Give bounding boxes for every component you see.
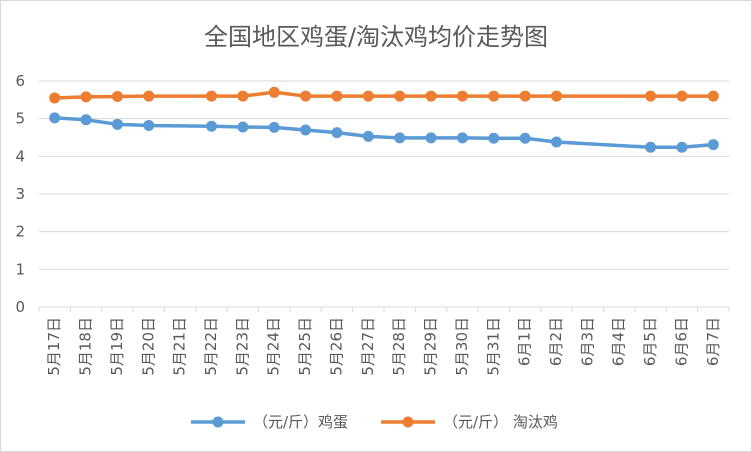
data-point [362, 130, 374, 142]
x-tick-label: 5月20日 [139, 317, 157, 376]
data-point [111, 118, 123, 130]
data-point [456, 132, 468, 144]
data-point [488, 90, 500, 102]
data-point [425, 90, 437, 102]
data-point [362, 90, 374, 102]
series-layer [49, 86, 719, 153]
x-tick-label: 6月2日 [547, 317, 565, 366]
data-point [676, 90, 688, 102]
legend-swatch-marker [402, 416, 414, 428]
x-tick-label: 5月24日 [265, 317, 283, 376]
data-point [206, 90, 217, 102]
data-point [49, 92, 61, 104]
legend-label: （元/斤） 淘汰鸡 [443, 413, 558, 431]
x-tick-label: 5月26日 [327, 317, 345, 376]
x-tick-label: 6月5日 [641, 317, 659, 366]
data-point [237, 90, 249, 102]
data-point [707, 90, 719, 102]
x-tick-label: 5月17日 [45, 317, 63, 376]
x-tick-label: 5月31日 [484, 317, 502, 376]
data-point [268, 86, 280, 98]
data-point [111, 90, 123, 102]
legend: （元/斤）鸡蛋 （元/斤） 淘汰鸡 [191, 413, 558, 431]
series-1 [49, 86, 719, 104]
x-tick-label: 5月18日 [77, 317, 95, 376]
x-tick-label: 5月29日 [422, 317, 440, 376]
data-point [300, 90, 312, 102]
data-point [551, 136, 562, 148]
y-tick-label: 1 [15, 260, 25, 278]
data-point [645, 90, 657, 102]
legend-entry: （元/斤）鸡蛋 [191, 413, 348, 431]
y-tick-label: 4 [15, 147, 25, 165]
x-tick-label: 5月19日 [108, 317, 126, 376]
data-point [300, 124, 312, 136]
x-tick-label: 5月28日 [390, 317, 408, 376]
x-tick-label: 6月7日 [704, 317, 722, 366]
data-point [80, 114, 92, 126]
data-point [331, 127, 343, 139]
y-tick-label: 5 [15, 110, 25, 128]
data-point [488, 132, 500, 144]
data-point [206, 120, 217, 132]
x-tick-label: 6月6日 [672, 317, 690, 366]
data-point [519, 90, 531, 102]
legend-entry: （元/斤） 淘汰鸡 [381, 413, 558, 431]
data-point [551, 90, 562, 102]
x-tick-label: 6月4日 [610, 317, 628, 366]
series-line [54, 116, 714, 150]
data-point [143, 119, 155, 131]
data-point [331, 90, 343, 102]
gridlines [39, 80, 729, 308]
data-point [456, 90, 468, 102]
x-tick-label: 5月30日 [453, 317, 471, 376]
data-point [425, 132, 437, 144]
x-tick-label: 6月1日 [516, 317, 534, 366]
data-point [237, 121, 249, 133]
y-axis-ticks: 0 1 2 3 4 5 6 [15, 72, 25, 316]
legend-label: （元/斤）鸡蛋 [253, 413, 348, 431]
x-tick-label: 5月22日 [202, 317, 220, 376]
x-tick-label: 5月23日 [233, 317, 251, 376]
x-tick-label: 5月21日 [171, 317, 189, 376]
x-tick-label: 5月27日 [359, 317, 377, 376]
data-point [519, 132, 531, 144]
data-point [676, 141, 688, 153]
y-tick-label: 2 [15, 223, 25, 241]
y-tick-label: 0 [15, 298, 25, 316]
data-point [143, 90, 155, 102]
series-0 [49, 112, 719, 153]
data-point [268, 121, 280, 133]
data-point [394, 90, 406, 102]
data-point [49, 112, 61, 124]
data-point [707, 139, 719, 151]
y-tick-label: 6 [15, 72, 25, 90]
data-point [645, 141, 657, 153]
chart-title: 全国地区鸡蛋/淘汰鸡均价走势图 [204, 23, 548, 51]
y-tick-label: 3 [15, 185, 25, 203]
legend-swatch-marker [212, 416, 224, 428]
x-tick-label: 5月25日 [296, 317, 314, 376]
data-point [394, 132, 406, 144]
data-point [80, 91, 92, 103]
x-axis-ticks: 5月17日 5月18日 5月19日 5月20日 5月21日 5月22日 5月23日 5月24日… [38, 307, 730, 376]
x-tick-label: 6月3日 [578, 317, 596, 366]
